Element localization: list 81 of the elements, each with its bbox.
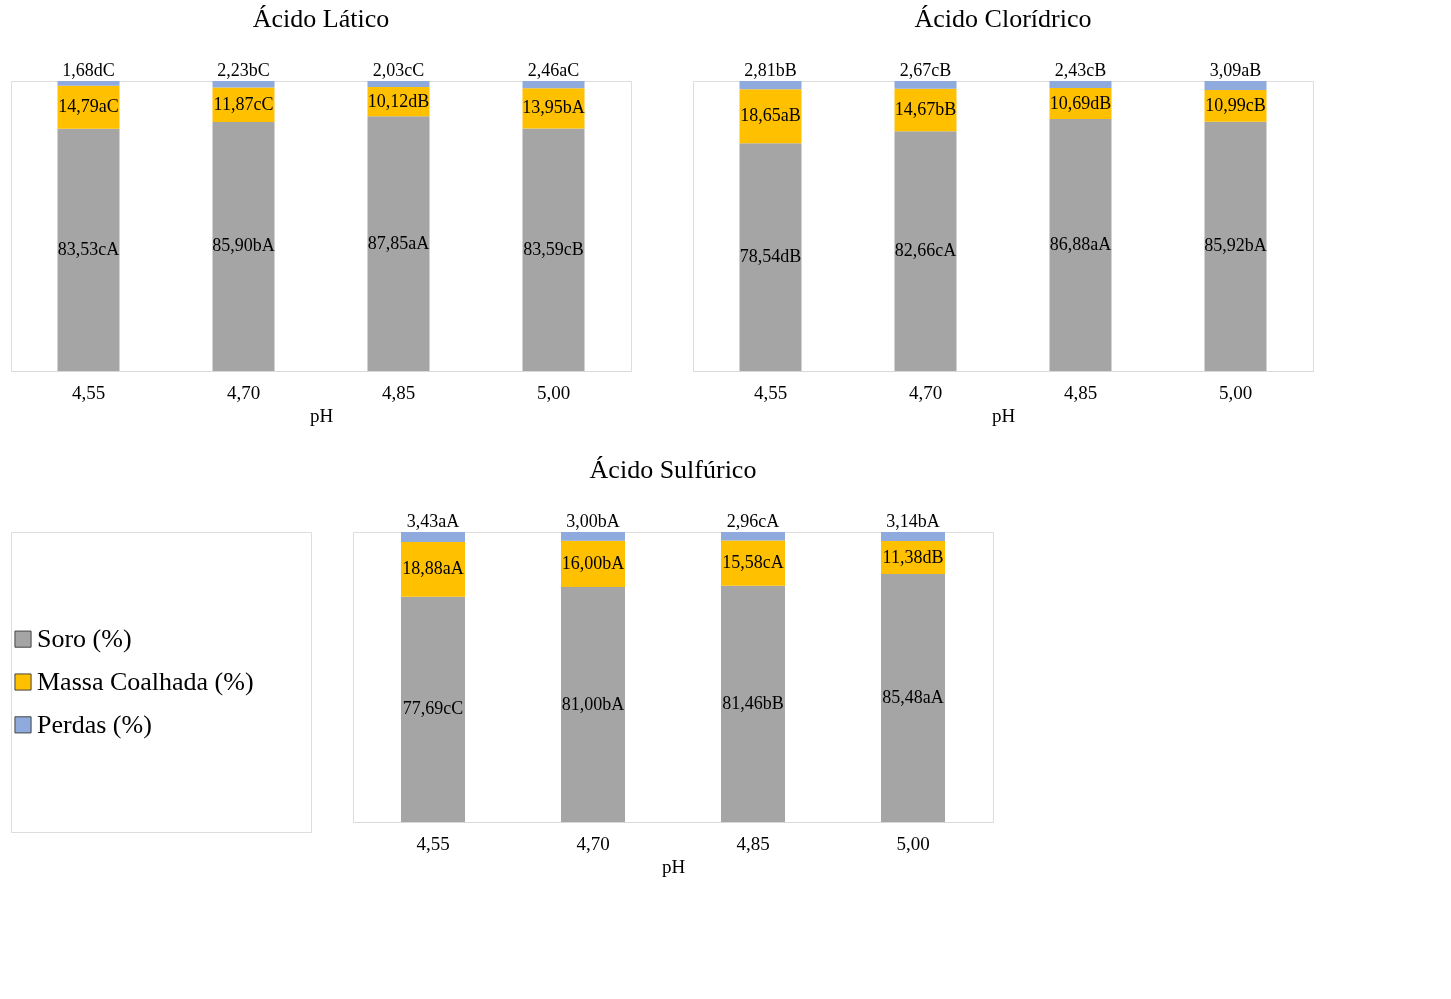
bar: [401, 596, 465, 822]
bar: [401, 532, 465, 542]
data-label: 85,92bA: [1204, 235, 1267, 256]
bar: [894, 81, 957, 89]
x-tick-label: 5,00: [536, 381, 571, 403]
legend-label: Soro (%): [37, 624, 132, 654]
bar: [1204, 121, 1267, 371]
x-tick-label: 4,70: [576, 832, 610, 854]
bar: [1049, 119, 1112, 371]
bar: [522, 128, 585, 371]
x-tick-label: 4,55: [416, 832, 450, 854]
data-label: 83,53cA: [57, 238, 120, 259]
bar: [1204, 81, 1267, 90]
data-label: 3,14bA: [886, 511, 940, 531]
data-label: 82,66cA: [894, 240, 957, 261]
chart-title: Ácido Clorídrico: [914, 4, 1092, 33]
data-label: 2,81bB: [744, 60, 797, 80]
data-label: 14,79aC: [58, 96, 119, 117]
bar: [212, 81, 275, 88]
bar: [881, 532, 945, 542]
chart-title: Ácido Lático: [252, 4, 390, 33]
data-label: 2,96cA: [726, 511, 780, 531]
data-label: 3,09aB: [1209, 60, 1262, 80]
data-label: 85,90bA: [212, 235, 275, 256]
data-label: 81,46bB: [722, 692, 784, 713]
x-tick-label: 4,70: [226, 381, 261, 403]
data-label: 18,88aA: [402, 558, 464, 579]
bar: [367, 81, 430, 87]
bar: [367, 116, 430, 371]
x-axis-title: pH: [309, 404, 334, 426]
data-label: 77,69cC: [402, 698, 464, 719]
bar: [721, 532, 785, 541]
data-label: 78,54dB: [739, 246, 802, 267]
bar: [739, 81, 802, 90]
data-label: 2,23bC: [217, 60, 270, 80]
bar: [894, 131, 957, 371]
bar: [57, 81, 120, 86]
data-label: 86,88aA: [1049, 234, 1112, 255]
data-label: 2,67cB: [899, 60, 952, 80]
data-label: 2,03cC: [372, 60, 425, 80]
data-label: 10,12dB: [367, 90, 430, 111]
data-label: 1,68dC: [62, 60, 115, 80]
bar: [1049, 81, 1112, 89]
bar: [739, 143, 802, 371]
x-tick-label: 4,85: [736, 832, 770, 854]
x-tick-label: 5,00: [1218, 381, 1253, 403]
data-label: 15,58cA: [722, 552, 784, 573]
bar: [212, 121, 275, 371]
x-axis-title: pH: [661, 855, 686, 877]
data-label: 87,85aA: [367, 232, 430, 253]
data-label: 11,87cC: [213, 93, 274, 114]
x-tick-label: 4,85: [381, 381, 416, 403]
data-label: 2,43cB: [1054, 60, 1107, 80]
data-label: 13,95bA: [522, 97, 585, 118]
x-tick-label: 4,70: [908, 381, 943, 403]
bar: [881, 574, 945, 822]
bar: [561, 587, 625, 822]
x-tick-label: 4,55: [753, 381, 788, 403]
data-label: 2,46aC: [527, 60, 580, 80]
data-label: 10,69dB: [1049, 92, 1112, 113]
data-label: 3,43aA: [406, 511, 460, 531]
data-label: 16,00bA: [561, 552, 625, 573]
data-label: 10,99cB: [1205, 94, 1266, 115]
data-label: 83,59cB: [523, 238, 584, 259]
data-label: 14,67bB: [894, 99, 957, 120]
data-label: 18,65aB: [740, 105, 801, 126]
x-tick-label: 4,55: [71, 381, 106, 403]
data-label: 85,48aA: [882, 687, 944, 708]
data-label: 11,38dB: [882, 546, 944, 567]
bar: [522, 81, 585, 89]
chart-title: Ácido Sulfúrico: [589, 455, 757, 484]
legend-label: Perdas (%): [37, 709, 152, 739]
bar: [721, 585, 785, 822]
data-label: 81,00bA: [561, 693, 625, 714]
x-tick-label: 4,85: [1063, 381, 1098, 403]
bar: [561, 532, 625, 541]
x-tick-label: 5,00: [896, 832, 930, 854]
x-axis-title: pH: [991, 404, 1016, 426]
legend-label: Massa Coalhada (%): [37, 667, 254, 696]
data-label: 3,00bA: [566, 511, 620, 531]
bar: [57, 128, 120, 371]
